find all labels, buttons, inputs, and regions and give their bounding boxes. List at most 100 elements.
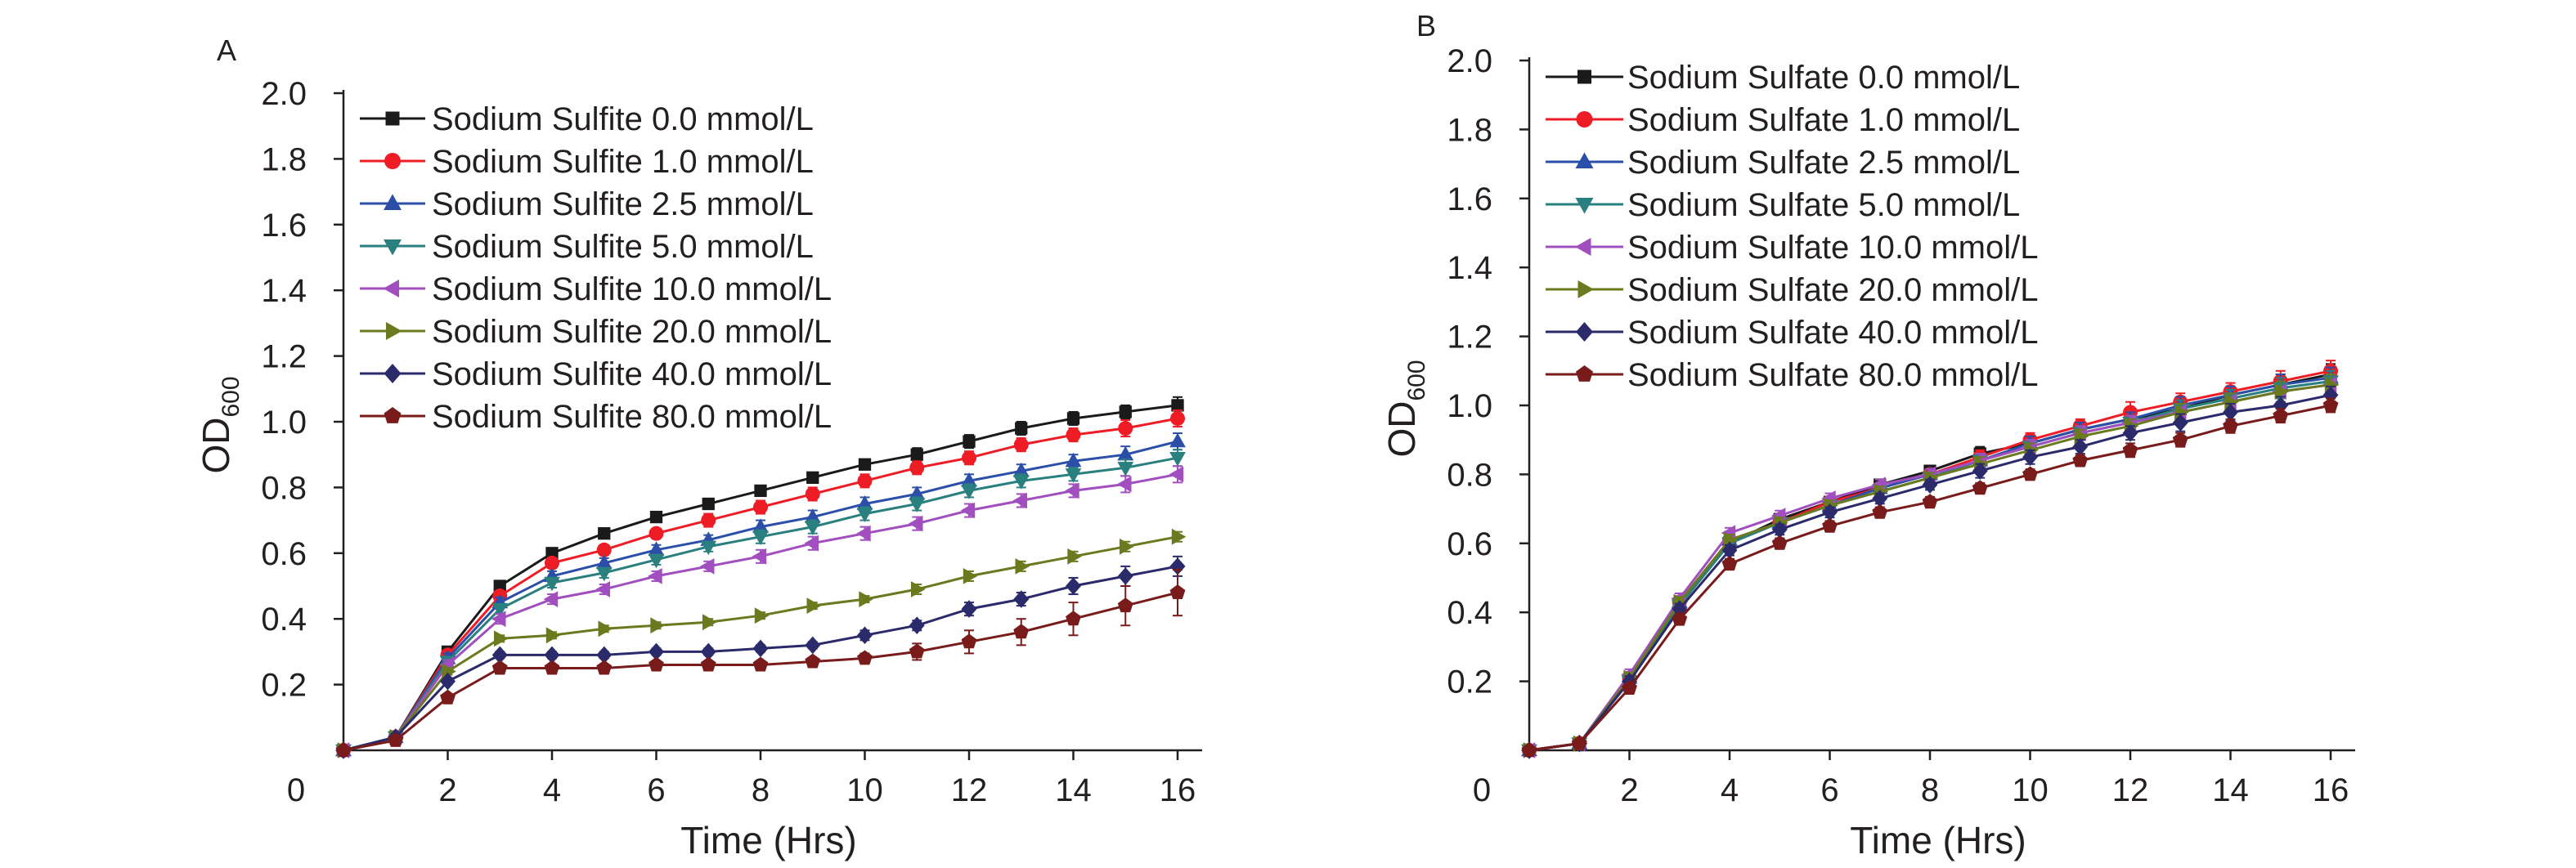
data-point bbox=[909, 460, 925, 476]
legend-item: Sodium Sulfate 10.0 mmol/L bbox=[1546, 230, 2038, 266]
series-line bbox=[1528, 393, 2331, 752]
legend-marker bbox=[385, 111, 400, 126]
x-tick-label: 12 bbox=[951, 772, 988, 808]
legend-marker bbox=[386, 322, 402, 340]
data-point bbox=[909, 498, 926, 512]
data-point bbox=[2022, 466, 2038, 481]
series bbox=[1521, 385, 2339, 759]
legend-marker bbox=[384, 239, 402, 256]
data-point bbox=[1119, 405, 1132, 418]
data-point bbox=[1117, 567, 1133, 585]
legend-item: Sodium Sulfite 2.5 mmol/L bbox=[360, 186, 814, 222]
data-point bbox=[545, 547, 559, 560]
data-point bbox=[1822, 503, 1838, 521]
data-point bbox=[754, 607, 770, 624]
y-tick-label: 0.4 bbox=[1447, 595, 1492, 631]
data-point bbox=[491, 611, 506, 628]
legend-label: Sodium Sulfite 10.0 mmol/L bbox=[432, 271, 832, 307]
y-tick-label: 1.4 bbox=[1447, 250, 1492, 286]
data-point bbox=[544, 576, 560, 592]
y-tick-label: 2.0 bbox=[1447, 43, 1492, 79]
data-point bbox=[1066, 577, 1081, 595]
x-tick-label: 6 bbox=[647, 772, 665, 808]
legend-marker bbox=[384, 153, 401, 169]
data-point bbox=[1169, 557, 1186, 575]
y-tick-label: 1.8 bbox=[1447, 112, 1492, 148]
legend-label: Sodium Sulfite 1.0 mmol/L bbox=[432, 144, 814, 180]
data-point bbox=[1118, 421, 1133, 436]
data-point bbox=[804, 521, 821, 535]
legend-marker bbox=[1575, 238, 1591, 256]
data-point bbox=[911, 581, 926, 597]
legend-label: Sodium Sulfite 80.0 mmol/L bbox=[432, 399, 832, 435]
data-point bbox=[1013, 437, 1029, 453]
legend-item: Sodium Sulfite 10.0 mmol/L bbox=[360, 271, 832, 307]
legend-item: Sodium Sulfite 1.0 mmol/L bbox=[360, 144, 814, 180]
data-point bbox=[648, 642, 664, 661]
x-axis-title: Time (Hrs) bbox=[680, 819, 856, 861]
data-point bbox=[1015, 558, 1030, 575]
legend-marker bbox=[1577, 280, 1594, 298]
data-point bbox=[1721, 541, 1738, 559]
data-point bbox=[857, 650, 873, 665]
legend-item: Sodium Sulfate 2.5 mmol/L bbox=[1546, 145, 2020, 181]
data-point bbox=[909, 616, 925, 634]
data-point bbox=[858, 458, 872, 471]
y-axis-title-subscript: 600 bbox=[218, 376, 245, 417]
x-tick-label: 2 bbox=[438, 772, 456, 808]
series bbox=[1520, 374, 2337, 758]
series bbox=[336, 409, 1185, 758]
legend-label: Sodium Sulfate 5.0 mmol/L bbox=[1627, 187, 2020, 223]
data-point bbox=[1013, 590, 1030, 608]
data-point bbox=[856, 495, 873, 510]
data-point bbox=[543, 591, 559, 607]
data-point bbox=[596, 542, 612, 557]
data-point bbox=[1013, 624, 1030, 639]
legend-item: Sodium Sulfite 80.0 mmol/L bbox=[360, 399, 832, 435]
chart-panel-a: A 0.2 0.4 0.6 0.8 1.0 1.2 1.4 1.6 1.8 2.0 0 2 4 6 8 10 12… bbox=[195, 34, 1202, 861]
data-point bbox=[1117, 462, 1134, 477]
chart-panel-b: B 0.2 0.4 0.6 0.8 1.0 1.2 1.4 1.6 1.8 2.0 0 2 4 6 8 10 12… bbox=[1380, 9, 2355, 861]
series-line bbox=[1528, 383, 2331, 752]
data-point bbox=[440, 689, 456, 705]
data-point bbox=[1922, 476, 1938, 494]
data-point bbox=[2322, 397, 2339, 412]
data-point bbox=[961, 472, 977, 487]
series-group bbox=[1520, 360, 2340, 759]
series bbox=[1523, 374, 2340, 758]
series bbox=[337, 396, 1184, 757]
legend-marker bbox=[1575, 198, 1594, 214]
data-point bbox=[856, 508, 873, 522]
legend-label: Sodium Sulfite 0.0 mmol/L bbox=[432, 101, 814, 137]
data-point bbox=[2273, 396, 2289, 414]
data-point bbox=[702, 614, 717, 631]
series-group bbox=[334, 396, 1187, 759]
data-point bbox=[1170, 410, 1185, 426]
legend-marker bbox=[384, 194, 402, 210]
legend-marker bbox=[1576, 322, 1593, 342]
data-point bbox=[649, 510, 663, 524]
data-point bbox=[1012, 475, 1030, 490]
series bbox=[335, 432, 1186, 757]
legend-marker bbox=[383, 280, 399, 298]
data-point bbox=[1117, 445, 1134, 461]
data-point bbox=[700, 642, 716, 661]
data-point bbox=[961, 600, 977, 618]
data-point bbox=[648, 656, 664, 672]
data-point bbox=[857, 626, 873, 645]
data-point bbox=[491, 646, 508, 664]
data-point bbox=[440, 672, 456, 691]
legend-label: Sodium Sulfite 2.5 mmol/L bbox=[432, 186, 814, 222]
legend-item: Sodium Sulfate 40.0 mmol/L bbox=[1546, 315, 2038, 351]
data-point bbox=[1012, 492, 1027, 509]
data-point bbox=[753, 499, 768, 515]
data-point bbox=[545, 627, 561, 644]
series-line bbox=[1528, 369, 2331, 752]
x-tick-label: 0 bbox=[287, 772, 305, 808]
y-tick-label: 1.0 bbox=[261, 405, 307, 441]
data-point bbox=[805, 636, 821, 655]
data-point bbox=[491, 602, 509, 618]
legend-item: Sodium Sulfite 5.0 mmol/L bbox=[360, 229, 814, 265]
data-point bbox=[1972, 462, 1988, 480]
